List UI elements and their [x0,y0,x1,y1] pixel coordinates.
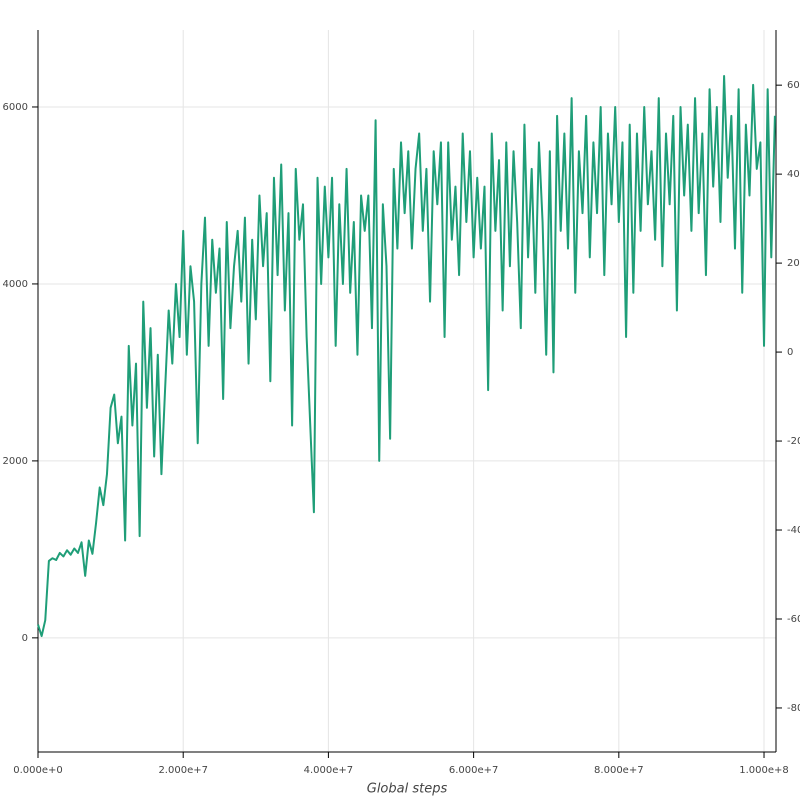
y2-tick-label: 20 [787,258,800,269]
x-tick-label: 1.000e+8 [739,765,789,776]
y2-tick-label: -80 [787,703,800,714]
y2-tick-label: -40 [787,525,800,536]
y2-tick-label: 60 [787,80,800,91]
x-tick-label: 2.000e+7 [158,765,208,776]
y2-tick-label: -60 [787,614,800,625]
line-series [37,75,776,638]
x-axis-label: Global steps [367,782,448,797]
x-tick-label: 6.000e+7 [449,765,499,776]
y-tick-label: 4000 [3,279,28,290]
y-tick-label: 6000 [3,102,28,113]
y-tick-label: 2000 [3,456,28,467]
y2-tick-label: 0 [787,347,793,358]
x-tick-label: 4.000e+7 [304,765,354,776]
x-tick-label: 8.000e+7 [594,765,644,776]
x-tick-label: 0.000e+0 [13,765,63,776]
y2-tick-label: 40 [787,169,800,180]
y-tick-label: 0 [22,633,28,644]
y2-tick-label: -20 [787,436,800,447]
